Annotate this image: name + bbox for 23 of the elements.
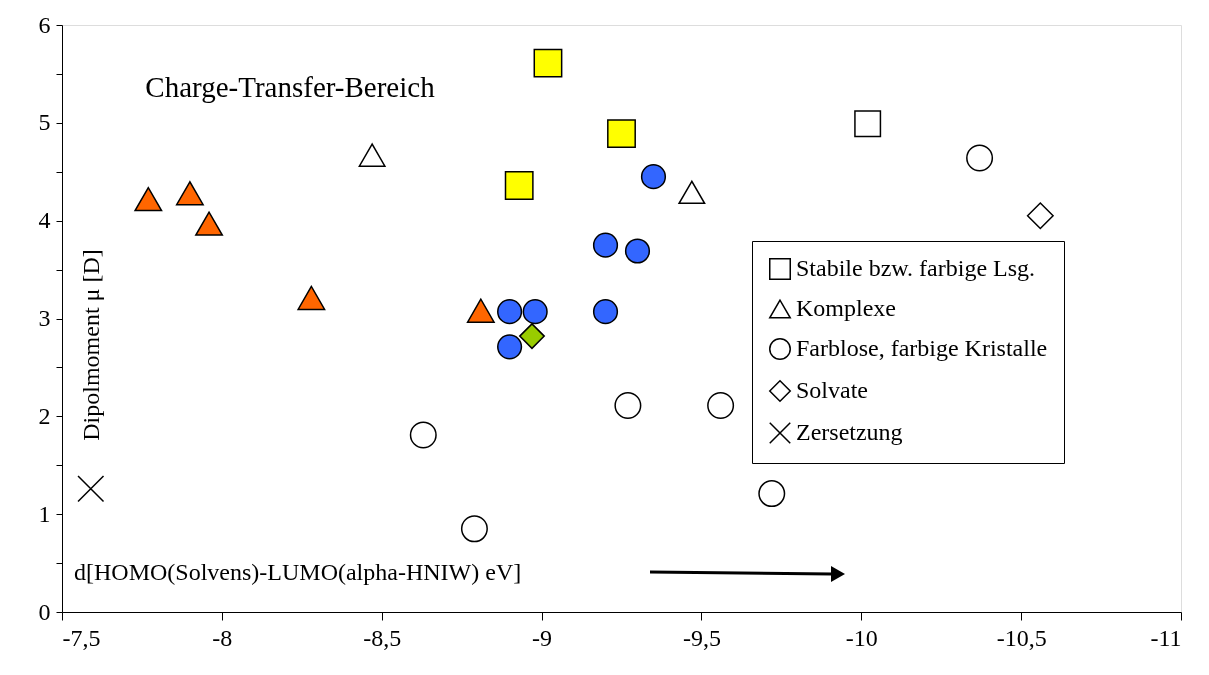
legend-label: Komplexe [796,295,896,321]
y-tick-label: 4 [38,207,51,234]
x-tick-label: -8,5 [363,624,402,651]
y-tick-label: 1 [38,500,51,527]
y-tick-label: 3 [38,305,51,331]
annotation: Charge-Transfer-Bereich [145,71,436,103]
y-tick-label: 5 [38,109,51,136]
x-axis-title: d[HOMO(Solvens)-LUMO(alpha-HNIW) eV] [74,559,522,585]
x-tick-label: -11 [1150,624,1182,651]
legend-label: Farblose, farbige Kristalle [796,335,1048,361]
x-tick-label: -10,5 [996,624,1047,651]
y-tick-label: 6 [38,11,51,38]
x-tick-label: -7,5 [62,624,101,651]
y-axis-title: Dipolmoment μ [D] [78,249,104,441]
legend-label: Solvate [796,377,868,403]
x-tick-label: -9 [532,624,553,651]
y-tick-label: 2 [38,402,51,429]
legend-label: Zersetzung [796,419,903,445]
x-tick-label: -8 [212,624,233,651]
y-tick-label: 0 [38,598,51,625]
legend-label: Stabile bzw. farbige Lsg. [796,255,1036,281]
x-tick-label: -10 [845,624,878,651]
x-tick-label: -9,5 [682,624,721,651]
